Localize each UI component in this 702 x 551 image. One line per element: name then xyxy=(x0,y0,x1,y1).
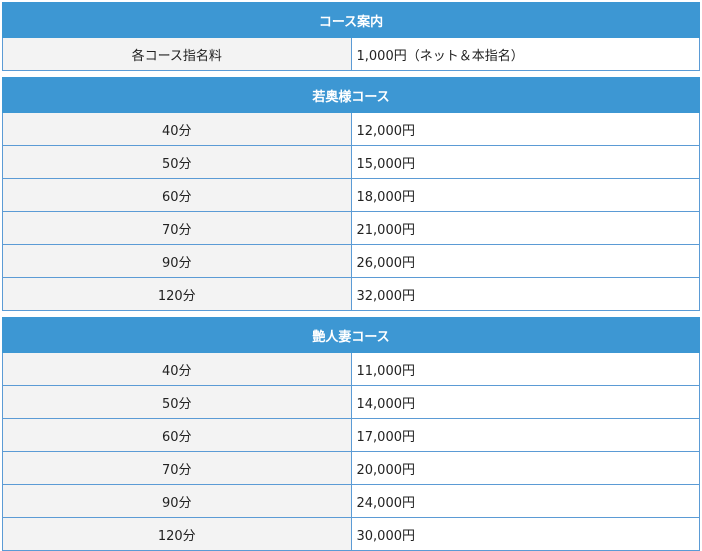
section-title: 若奥様コース xyxy=(2,77,700,113)
course-price: 21,000円 xyxy=(350,211,700,245)
table-row: 40分 11,000円 xyxy=(2,352,700,386)
table-row: 50分 14,000円 xyxy=(2,385,700,419)
course-table: 若奥様コース 40分 12,000円 50分 15,000円 60分 18,000円 70分 2… xyxy=(2,77,700,311)
table-row: 90分 26,000円 xyxy=(2,244,700,278)
course-label: 50分 xyxy=(2,145,352,179)
course-price: 15,000円 xyxy=(350,145,700,179)
course-label: 90分 xyxy=(2,484,352,518)
table-row: 50分 15,000円 xyxy=(2,145,700,179)
course-label: 60分 xyxy=(2,178,352,212)
course-price: 12,000円 xyxy=(350,112,700,146)
table-header-row: 艶人妻コース xyxy=(2,317,700,353)
table-row: 60分 17,000円 xyxy=(2,418,700,452)
table-row: 120分 32,000円 xyxy=(2,277,700,311)
course-price: 26,000円 xyxy=(350,244,700,278)
table-row: 120分 30,000円 xyxy=(2,517,700,551)
table-header-row: コース案内 xyxy=(2,2,700,38)
course-price: 18,000円 xyxy=(350,178,700,212)
course-price: 11,000円 xyxy=(350,352,700,386)
table-header-row: 若奥様コース xyxy=(2,77,700,113)
course-label: 90分 xyxy=(2,244,352,278)
course-label: 40分 xyxy=(2,112,352,146)
course-price: 24,000円 xyxy=(350,484,700,518)
course-price: 20,000円 xyxy=(350,451,700,485)
table-row: 各コース指名料 1,000円（ネット＆本指名） xyxy=(2,37,700,71)
course-price: 17,000円 xyxy=(350,418,700,452)
course-price: 32,000円 xyxy=(350,277,700,311)
course-table: 艶人妻コース 40分 11,000円 50分 14,000円 60分 17,000円 70分 2… xyxy=(2,317,700,551)
course-label: 70分 xyxy=(2,211,352,245)
table-row: 70分 21,000円 xyxy=(2,211,700,245)
course-table: コース案内 各コース指名料 1,000円（ネット＆本指名） xyxy=(2,2,700,71)
section-title: コース案内 xyxy=(2,2,700,38)
table-row: 90分 24,000円 xyxy=(2,484,700,518)
course-label: 120分 xyxy=(2,277,352,311)
course-price: 14,000円 xyxy=(350,385,700,419)
course-label: 各コース指名料 xyxy=(2,37,352,71)
table-row: 60分 18,000円 xyxy=(2,178,700,212)
course-label: 70分 xyxy=(2,451,352,485)
table-row: 40分 12,000円 xyxy=(2,112,700,146)
course-price: 1,000円（ネット＆本指名） xyxy=(350,37,700,71)
course-label: 120分 xyxy=(2,517,352,551)
course-label: 40分 xyxy=(2,352,352,386)
course-label: 60分 xyxy=(2,418,352,452)
course-price: 30,000円 xyxy=(350,517,700,551)
course-label: 50分 xyxy=(2,385,352,419)
section-title: 艶人妻コース xyxy=(2,317,700,353)
table-row: 70分 20,000円 xyxy=(2,451,700,485)
